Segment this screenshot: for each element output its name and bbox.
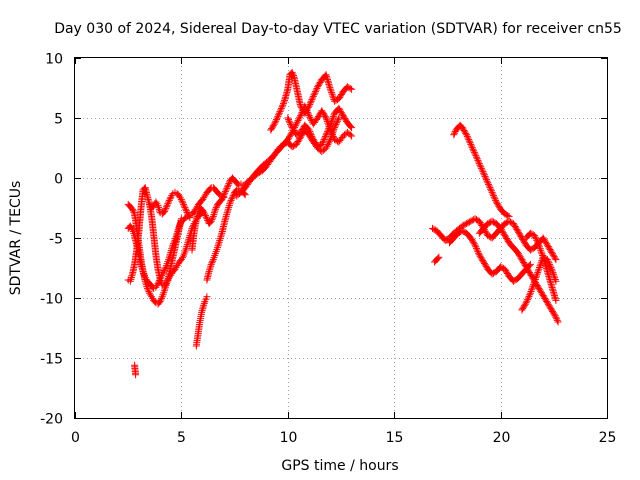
x-axis-ticks: 0 5 10 15 20 25 bbox=[71, 58, 616, 446]
y-tick-label: 0 bbox=[54, 172, 63, 188]
x-tick-label: 20 bbox=[493, 430, 511, 446]
x-tick-label: 5 bbox=[177, 430, 186, 446]
plus-markers bbox=[429, 215, 560, 264]
plus-markers bbox=[188, 174, 249, 254]
plus-markers bbox=[284, 104, 356, 151]
plus-markers bbox=[131, 361, 140, 379]
data-points bbox=[124, 68, 562, 379]
y-tick-label: -10 bbox=[40, 292, 63, 308]
plus-markers bbox=[450, 121, 513, 220]
x-tick-label: 10 bbox=[280, 430, 298, 446]
y-axis-label: SDTVAR / TECUs bbox=[8, 181, 24, 296]
series-trace-i bbox=[233, 114, 343, 200]
plus-markers bbox=[522, 229, 560, 304]
y-tick-label: -15 bbox=[40, 352, 63, 368]
x-tick-label: 15 bbox=[386, 430, 404, 446]
plus-markers bbox=[431, 253, 443, 266]
y-tick-label: 10 bbox=[45, 52, 63, 68]
plot-frame bbox=[74, 57, 608, 419]
series-trace-r bbox=[522, 229, 560, 304]
plus-markers bbox=[233, 114, 343, 200]
series-trace-o bbox=[446, 227, 534, 285]
y-axis-ticks: -20 -15 -10 -5 0 5 10 bbox=[40, 52, 607, 428]
series-trace-l bbox=[131, 361, 140, 379]
x-tick-label: 0 bbox=[71, 430, 80, 446]
y-tick-label: -20 bbox=[40, 412, 63, 428]
x-axis-label: GPS time / hours bbox=[281, 458, 398, 474]
series-trace-n bbox=[450, 121, 513, 220]
y-tick-label: 5 bbox=[54, 112, 63, 128]
series-trace-j bbox=[267, 68, 356, 134]
series-trace-g bbox=[192, 293, 211, 350]
chart-title: Day 030 of 2024, Sidereal Day-to-day VTE… bbox=[54, 21, 622, 37]
series-trace-s bbox=[431, 253, 443, 266]
plus-markers bbox=[267, 68, 356, 134]
y-tick-label: -5 bbox=[49, 232, 63, 248]
plus-markers bbox=[192, 293, 211, 350]
series-trace-e bbox=[188, 174, 249, 254]
x-tick-label: 25 bbox=[599, 430, 617, 446]
series-trace-k bbox=[284, 104, 356, 151]
series-trace-m bbox=[429, 215, 560, 264]
plus-markers bbox=[446, 227, 534, 285]
plus-markers bbox=[203, 185, 249, 284]
series-trace-c bbox=[124, 184, 228, 292]
plus-markers bbox=[124, 184, 228, 292]
series-trace-f bbox=[203, 185, 249, 284]
